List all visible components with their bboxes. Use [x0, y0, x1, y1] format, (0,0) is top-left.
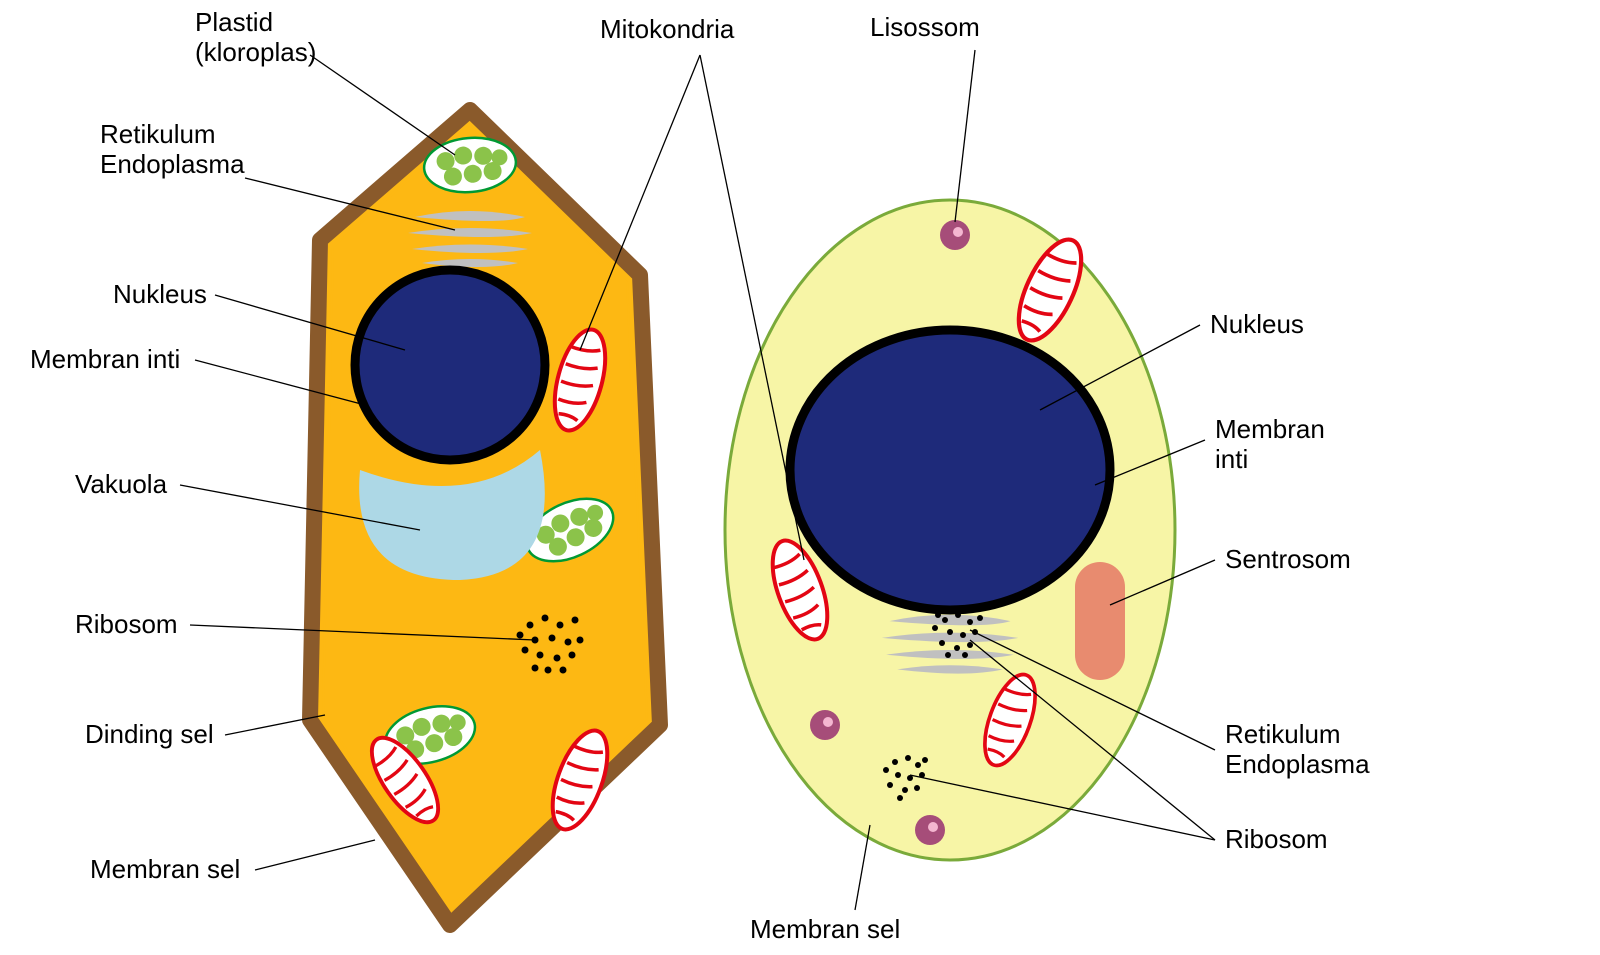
label-membran-inti-right: Membran inti [1215, 415, 1355, 475]
label-membran-sel-left: Membran sel [90, 855, 240, 885]
lysosome-icon [940, 220, 970, 250]
plant-cell [310, 110, 660, 925]
label-ribosom-left: Ribosom [75, 610, 178, 640]
label-vakuola: Vakuola [75, 470, 167, 500]
animal-cell [725, 200, 1175, 860]
label-membran-inti-left: Membran inti [30, 345, 180, 375]
nucleus-animal [790, 330, 1110, 610]
label-retikulum-right: Retikulum Endoplasma [1225, 720, 1370, 780]
label-membran-sel-right: Membran sel [750, 915, 900, 945]
label-nukleus-right: Nukleus [1210, 310, 1304, 340]
centrosome [1075, 562, 1125, 680]
label-mitokondria: Mitokondria [600, 15, 734, 45]
label-dinding-sel: Dinding sel [85, 720, 214, 750]
label-nukleus-left: Nukleus [113, 280, 207, 310]
label-sentrosom: Sentrosom [1225, 545, 1351, 575]
lysosome-icon [810, 710, 840, 740]
label-lisossom: Lisossom [870, 13, 980, 43]
label-retikulum-left: Retikulum Endoplasma [100, 120, 245, 180]
nucleus-plant [355, 270, 545, 460]
label-ribosom-right: Ribosom [1225, 825, 1328, 855]
lysosome-icon [915, 815, 945, 845]
label-plastid: Plastid (kloroplas) [195, 8, 316, 68]
